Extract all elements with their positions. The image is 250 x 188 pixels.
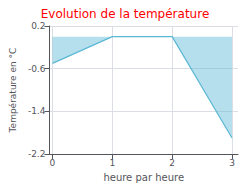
svg-text:heure par heure: heure par heure [103,172,184,183]
svg-text:Evolution de la température: Evolution de la température [41,7,210,21]
svg-text:Température en °C: Température en °C [8,48,18,134]
svg-text:-1.4: -1.4 [28,106,46,116]
svg-text:0.2: 0.2 [31,21,45,31]
svg-text:3: 3 [229,158,235,168]
svg-text:1: 1 [109,158,115,168]
svg-text:0: 0 [50,158,56,168]
svg-text:-0.6: -0.6 [28,64,46,74]
svg-text:2: 2 [169,158,175,168]
svg-text:-2.2: -2.2 [28,149,46,159]
